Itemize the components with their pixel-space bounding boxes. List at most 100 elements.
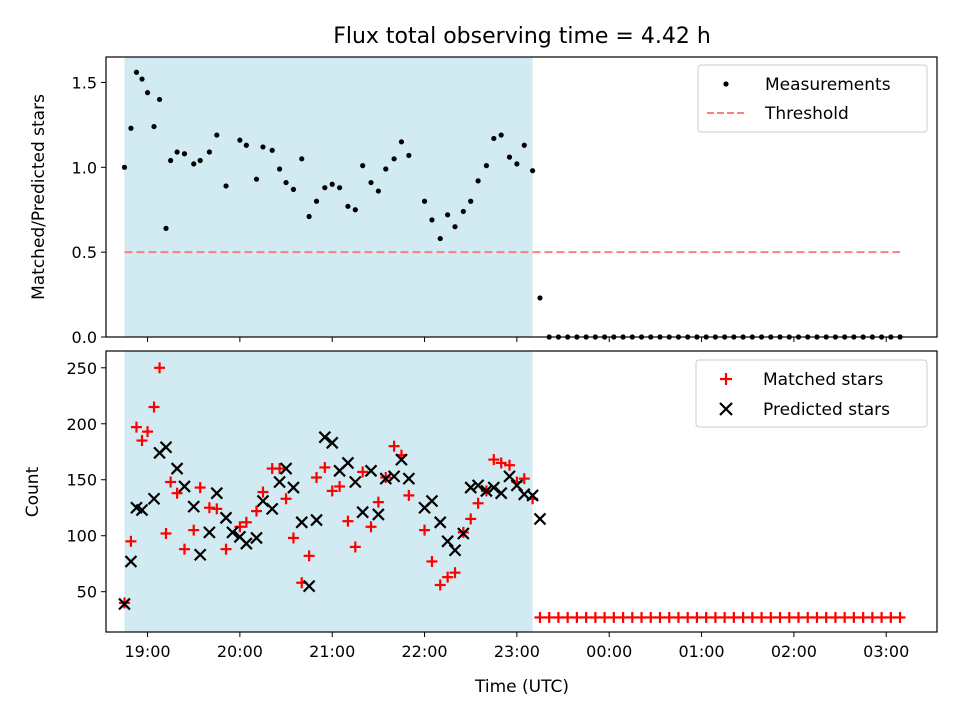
predicted-star-point xyxy=(203,526,216,539)
predicted-star-point xyxy=(193,548,207,562)
measurement-point xyxy=(360,163,366,169)
matched-star-point xyxy=(589,611,601,623)
measurement-point xyxy=(313,198,320,204)
measurement-point xyxy=(253,176,260,182)
measurement-point xyxy=(237,137,243,143)
matched-star-point xyxy=(543,611,555,623)
predicted-star-point xyxy=(372,508,385,521)
predicted-star-point xyxy=(503,470,516,483)
measurement-point xyxy=(521,142,527,148)
matched-star-point xyxy=(326,485,338,497)
predicted-star-point xyxy=(295,516,309,529)
predicted-star-point xyxy=(187,500,200,513)
legend-predicted-marker xyxy=(719,402,733,416)
matched-star-point xyxy=(811,611,823,623)
measurement-point xyxy=(197,157,203,164)
matched-star-point xyxy=(866,611,878,623)
x-tick-label: 22:00 xyxy=(401,642,447,661)
predicted-star-point xyxy=(302,579,316,593)
matched-star-point xyxy=(552,611,564,623)
measurement-point xyxy=(352,207,358,213)
predicted-star-point xyxy=(433,516,447,529)
predicted-star-point xyxy=(510,479,524,492)
predicted-star-point xyxy=(240,537,253,550)
predicted-star-point xyxy=(147,492,161,506)
matched-star-point xyxy=(357,466,369,478)
x-tick-label: 01:00 xyxy=(678,642,724,661)
matched-star-point xyxy=(311,472,323,484)
predicted-star-point xyxy=(487,481,501,494)
matched-star-point xyxy=(534,611,546,623)
predicted-star-point xyxy=(124,555,138,568)
matched-star-point xyxy=(488,454,500,466)
matched-star-point xyxy=(645,611,657,623)
predicted-star-point xyxy=(341,456,355,470)
measurement-point xyxy=(391,156,397,162)
top-ylabel: Matched/Predicted stars xyxy=(29,94,49,300)
measurement-point xyxy=(269,147,275,153)
matched-star-point xyxy=(160,527,172,539)
matched-star-point xyxy=(839,611,851,623)
matched-star-point xyxy=(636,611,648,623)
top-y-tick-label: 0.5 xyxy=(72,243,97,262)
matched-star-point xyxy=(220,543,232,555)
measurement-point xyxy=(223,183,229,189)
measurement-point xyxy=(181,151,188,157)
bottom-ylabel: Count xyxy=(23,466,43,517)
matched-star-point xyxy=(802,611,814,623)
matched-star-point xyxy=(857,611,869,623)
matched-star-point xyxy=(194,482,206,494)
measurement-point xyxy=(139,76,145,82)
matched-star-point xyxy=(876,611,888,623)
measurement-point xyxy=(460,208,466,215)
matched-star-point xyxy=(495,457,507,469)
predicted-star-point xyxy=(226,526,239,539)
measurement-point xyxy=(322,185,328,191)
matched-star-point xyxy=(188,524,200,536)
matched-star-point xyxy=(571,611,583,623)
matched-star-point xyxy=(148,401,160,413)
legend-measurements-marker xyxy=(723,81,729,87)
measurement-point xyxy=(283,179,289,186)
matched-star-point xyxy=(672,611,684,623)
bottom-legend-box xyxy=(695,359,928,428)
matched-star-point xyxy=(820,611,832,623)
predicted-star-point xyxy=(533,512,547,526)
predicted-star-point xyxy=(441,535,454,548)
matched-star-point xyxy=(136,435,148,447)
x-axis-label: Time (UTC) xyxy=(474,677,569,697)
matched-star-point xyxy=(257,486,269,498)
matched-star-point xyxy=(580,611,592,623)
predicted-star-point xyxy=(480,484,493,498)
bottom-y-tick-label: 100 xyxy=(66,527,97,546)
x-tick-label: 02:00 xyxy=(771,642,817,661)
measurement-point xyxy=(491,135,497,142)
matched-star-point xyxy=(848,611,860,623)
matched-star-point xyxy=(388,440,400,452)
predicted-star-point xyxy=(395,453,408,466)
predicted-star-point xyxy=(210,486,224,500)
measurement-point xyxy=(537,295,543,301)
matched-star-point xyxy=(700,611,712,623)
matched-star-point xyxy=(419,524,431,536)
matched-star-point xyxy=(171,487,183,499)
matched-star-point xyxy=(746,611,758,623)
matched-star-point xyxy=(449,567,461,579)
measurement-point xyxy=(337,185,343,191)
matched-star-point xyxy=(240,516,252,528)
measurement-point xyxy=(128,125,134,131)
x-tick-label: 23:00 xyxy=(494,642,540,661)
measurement-point xyxy=(133,69,140,75)
matched-star-point xyxy=(403,489,415,501)
top-y-tick-label: 0.0 xyxy=(72,328,97,347)
predicted-star-point xyxy=(310,513,323,527)
predicted-star-point xyxy=(135,503,149,517)
matched-star-point xyxy=(765,611,777,623)
matched-star-point xyxy=(251,505,263,517)
top-legend: Measurements Threshold xyxy=(697,64,928,133)
matched-star-point xyxy=(691,611,703,623)
predicted-star-point xyxy=(364,464,378,478)
bottom-legend: Matched stars Predicted stars xyxy=(695,359,928,428)
predicted-star-point xyxy=(526,489,539,502)
